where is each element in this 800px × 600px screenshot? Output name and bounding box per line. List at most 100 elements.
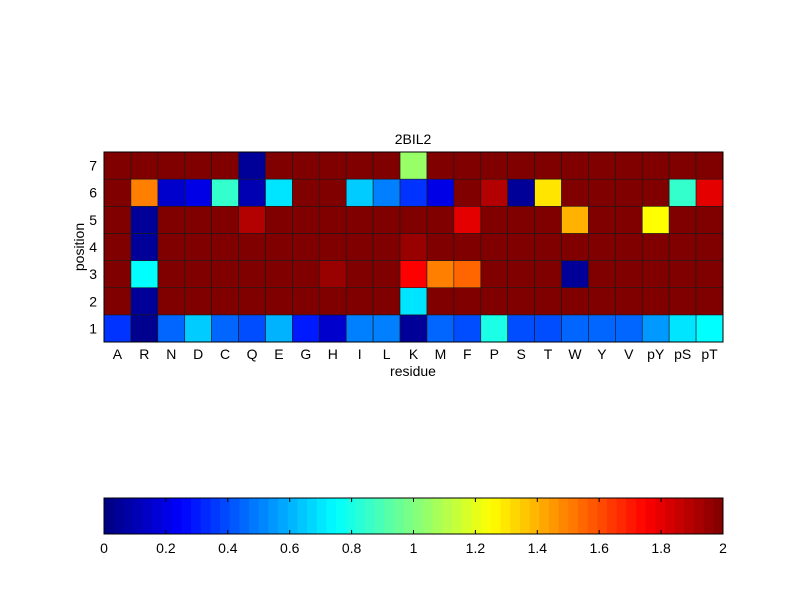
heatmap-cell — [426, 287, 455, 316]
x-tick-label: pY — [647, 346, 665, 362]
heatmap-cell — [480, 314, 508, 343]
heatmap-cell — [588, 205, 616, 234]
colorbar-tick-label: 1.6 — [589, 540, 609, 556]
heatmap-cell — [534, 233, 562, 261]
heatmap-cell — [318, 260, 347, 289]
heatmap-cell — [480, 287, 508, 316]
x-tick-label: Q — [247, 346, 258, 362]
heatmap-cell — [695, 205, 724, 234]
heatmap-cell — [318, 151, 347, 180]
heatmap-cell — [561, 260, 589, 289]
colorbar-step — [635, 498, 647, 534]
heatmap-cell — [507, 287, 535, 316]
heatmap-cell — [211, 178, 239, 207]
heatmap-cell — [238, 314, 266, 343]
colorbar-step — [452, 498, 463, 534]
x-tick-label: V — [624, 346, 634, 362]
y-tick-labels: 1 2 3 4 5 6 7 — [89, 158, 97, 337]
heatmap-cell — [426, 205, 455, 234]
x-tick-label: I — [358, 346, 362, 362]
colorbar — [104, 498, 724, 534]
colorbar-step — [548, 498, 559, 534]
colorbar-tick-label: 0.4 — [218, 540, 238, 556]
heatmap-cell — [507, 205, 535, 234]
plot-frame — [103, 151, 724, 343]
heatmap-cell — [265, 205, 293, 234]
heatmap-cells — [103, 151, 724, 343]
heatmap-cell — [695, 233, 724, 261]
heatmap-cell — [507, 260, 535, 289]
colorbar-step — [239, 498, 250, 534]
heatmap-cell — [668, 151, 697, 180]
heatmap-cell — [372, 233, 401, 261]
heatmap-cell — [426, 314, 455, 343]
heatmap-cell — [184, 233, 212, 261]
heatmap-cell — [615, 287, 643, 316]
heatmap-cell — [453, 314, 482, 343]
heatmap-cell — [157, 178, 186, 207]
heatmap-cell — [453, 260, 482, 289]
y-tick-label: 5 — [89, 212, 97, 228]
heatmap-cell — [130, 151, 159, 180]
heatmap-cell — [641, 151, 670, 180]
colorbar-tick-label: 0.6 — [280, 540, 300, 556]
heatmap-cell — [130, 287, 159, 316]
heatmap-cell — [561, 287, 589, 316]
heatmap-cell — [668, 314, 697, 343]
heatmap-cell — [480, 233, 508, 261]
heatmap-cell — [211, 260, 239, 289]
x-tick-label: G — [300, 346, 311, 362]
colorbar-tick-labels: 0 0.2 0.4 0.6 0.8 1 1.2 1.4 1.6 1.8 2 — [100, 498, 727, 556]
heatmap-cell — [588, 233, 616, 261]
colorbar-step — [181, 498, 192, 534]
colorbar-step — [220, 498, 231, 534]
heatmap-cell — [372, 151, 401, 180]
colorbar-step — [558, 498, 569, 534]
heatmap-cell — [345, 205, 374, 234]
heatmap-cell — [641, 178, 670, 207]
colorbar-step — [268, 498, 279, 534]
heatmap-cell — [641, 233, 670, 261]
heatmap-cell — [318, 287, 347, 316]
colorbar-step — [133, 498, 144, 534]
heatmap-cell — [130, 260, 159, 289]
heatmap-cell — [615, 233, 643, 261]
heatmap-cell — [561, 178, 589, 207]
heatmap-cell — [399, 178, 428, 207]
colorbar-step — [365, 498, 376, 534]
x-tick-label: W — [568, 346, 582, 362]
heatmap-cell — [103, 260, 132, 289]
colorbar-step — [297, 498, 308, 534]
heatmap-cell — [238, 205, 266, 234]
heatmap-cell — [668, 178, 697, 207]
heatmap-cell — [453, 233, 482, 261]
colorbar-step — [693, 498, 705, 534]
heatmap-cell — [265, 178, 293, 207]
colorbar-step — [616, 498, 627, 534]
x-tick-label: pS — [674, 346, 691, 362]
heatmap-cell — [426, 151, 455, 180]
heatmap-cell — [130, 233, 159, 261]
heatmap-cell — [695, 178, 724, 207]
colorbar-step — [539, 498, 550, 534]
colorbar-step — [423, 498, 434, 534]
heatmap-cell — [265, 151, 293, 180]
x-tick-label: S — [516, 346, 525, 362]
heatmap-cell — [372, 178, 401, 207]
heatmap-cell — [265, 287, 293, 316]
heatmap-cell — [695, 260, 724, 289]
heatmap-cell — [157, 314, 186, 343]
heatmap-cell — [615, 314, 643, 343]
heatmap-cell — [588, 287, 616, 316]
colorbar-step — [442, 498, 453, 534]
heatmap-cell — [318, 178, 347, 207]
heatmap-cell — [292, 151, 320, 180]
x-tick-label: N — [166, 346, 176, 362]
heatmap-cell — [103, 205, 132, 234]
x-axis-label: residue — [390, 363, 436, 379]
heatmap-cell — [345, 260, 374, 289]
heatmap-cell — [157, 287, 186, 316]
colorbar-step — [703, 498, 714, 534]
heatmap-cell — [426, 178, 455, 207]
colorbar-step — [713, 498, 724, 534]
